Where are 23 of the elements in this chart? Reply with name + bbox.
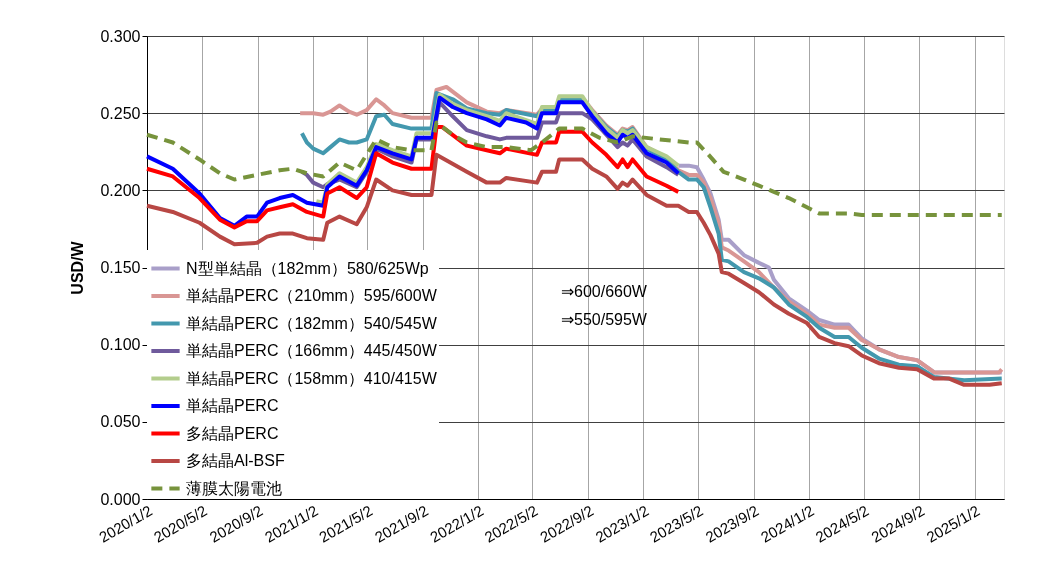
- legend-label: 薄膜太陽電池: [186, 479, 282, 497]
- y-tick-label: 0.100: [100, 336, 141, 354]
- y-tick-label: 0.050: [100, 413, 141, 431]
- y-tick-label: 0.250: [100, 104, 141, 122]
- legend-label: 単結晶PERC（158mm）410/415W: [186, 369, 438, 387]
- line-series: [145, 95, 681, 228]
- y-tick-label: 0.300: [100, 27, 141, 45]
- line-series: [145, 120, 1004, 218]
- legend-label: N型単結晶（182mm）580/625Wp: [186, 259, 429, 277]
- legend-label: 多結晶Al-BSF: [186, 452, 285, 469]
- legend-label: 単結晶PERC（166mm）445/450W: [186, 342, 438, 359]
- legend-label: 単結晶PERC: [186, 397, 279, 414]
- y-axis-title: USD/W: [69, 240, 87, 295]
- legend-label: 単結晶PERC（210mm）595/600W: [186, 287, 438, 304]
- y-tick-label: 0.200: [100, 181, 141, 199]
- line-series: [145, 152, 1004, 387]
- legend-label: 単結晶PERC（182mm）540/545W: [186, 314, 438, 332]
- annotation: ⇒600/660W: [561, 283, 648, 300]
- line-series: [145, 125, 681, 230]
- y-tick-label: 0.150: [100, 259, 141, 276]
- annotation: ⇒550/595W: [561, 310, 648, 328]
- legend-label: 多結晶PERC: [186, 424, 279, 442]
- y-tick-label: 0.000: [100, 490, 141, 508]
